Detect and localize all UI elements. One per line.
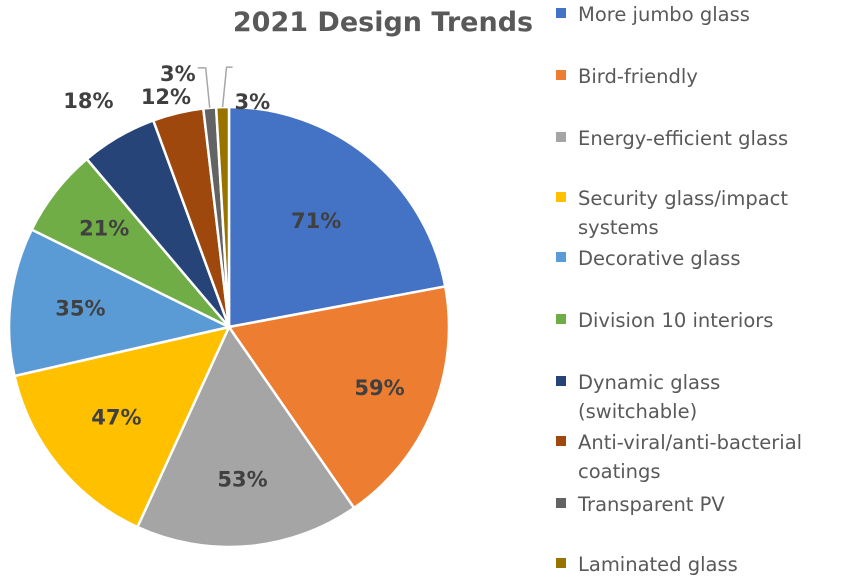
pie-slice-security-glass-impact-systems [13,325,232,529]
data-label-energy-efficient-glass: 53% [217,467,267,491]
legend-label: Dynamic glass (switchable) [578,371,721,423]
legend-label: Decorative glass [578,247,741,270]
legend-label: Security glass/impact systems [578,187,789,239]
pie-slices [7,105,451,549]
legend-swatch [556,558,566,568]
legend-label: Bird-friendly [578,65,698,88]
legend-item-decorative-glass: Decorative glass [556,244,838,273]
data-labels: 71%59%53%47%35%21%18% 12%3%3% [55,62,404,492]
data-label-division-10-interiors: 21% [79,216,129,240]
legend-swatch [556,192,566,202]
legend-swatch [556,8,566,18]
legend-label: More jumbo glass [578,3,750,26]
legend-swatch [556,252,566,262]
legend-item-transparent-pv: Transparent PV [556,490,838,519]
pie-slice-bird-friendly [226,284,451,510]
data-label-more-jumbo-glass: 71% [291,209,341,233]
legend-swatch [556,70,566,80]
legend-item-anti-viral-anti-bacterial-coatings: Anti-viral/anti-bacterial coatings [556,428,838,486]
legend-swatch [556,132,566,142]
data-label-transparent-pv: 3% [160,62,196,86]
legend-item-more-jumbo-glass: More jumbo glass [556,0,838,29]
legend-swatch [556,314,566,324]
leader-lines [197,66,233,108]
data-label-security-glass-impact-systems: 47% [91,406,141,430]
legend-item-laminated-glass: Laminated glass [556,550,838,579]
pie-slice-decorative-glass [7,227,233,378]
data-label-laminated-glass: 3% [235,90,271,114]
leader-line-laminated-glass [221,66,233,108]
data-label-anti-viral-anti-bacterial-coatings: 12% [141,85,191,109]
data-label-bird-friendly: 59% [354,376,404,400]
legend-item-division-10-interiors: Division 10 interiors [556,306,838,335]
legend-item-energy-efficient-glass: Energy-efficient glass [556,124,838,153]
legend-swatch [556,376,566,386]
pie-slice-more-jumbo-glass [227,105,447,329]
pie-slice-laminated-glass [214,105,231,328]
leader-line-transparent-pv [197,67,211,108]
chart-title: 2021 Design Trends [233,7,533,38]
legend-item-bird-friendly: Bird-friendly [556,62,838,91]
legend-label: Division 10 interiors [578,309,774,332]
legend-label: Laminated glass [578,553,738,576]
legend-label: Anti-viral/anti-bacterial coatings [578,431,803,483]
data-label-dynamic-glass-switchable: 18% [63,89,113,113]
legend-item-dynamic-glass-switchable: Dynamic glass (switchable) [556,368,838,426]
legend-label: Energy-efficient glass [578,127,789,150]
data-label-decorative-glass: 35% [55,297,105,321]
legend-label: Transparent PV [578,493,725,516]
legend-swatch [556,498,566,508]
pie-slice-energy-efficient-glass [135,324,356,549]
legend-item-security-glass-impact-systems: Security glass/impact systems [556,184,838,242]
legend-swatch [556,436,566,446]
